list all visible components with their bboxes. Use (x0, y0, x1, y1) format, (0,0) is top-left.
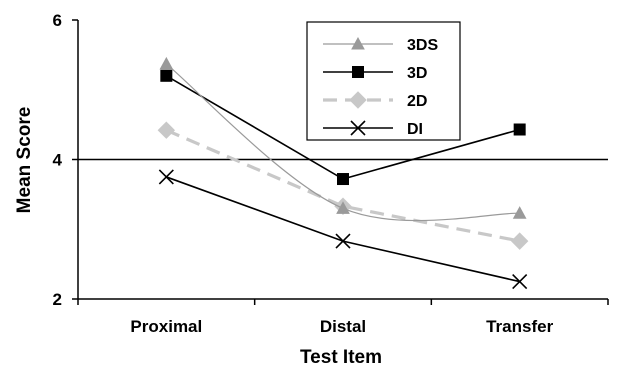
data-point-3ds (159, 56, 174, 70)
data-point-di (158, 169, 174, 185)
x-axis-title: Test Item (300, 347, 382, 368)
legend-item-3ds: 3DS (323, 36, 438, 54)
legend-marker-3ds (351, 36, 365, 50)
series-3d (160, 69, 526, 186)
series-di (158, 169, 528, 290)
y-tick-label: 2 (53, 290, 62, 309)
y-tick-label: 4 (53, 151, 63, 170)
data-point-3ds (336, 201, 350, 214)
legend-marker-2d (349, 91, 367, 109)
legend-label-3d: 3D (407, 65, 427, 82)
legend-item-2d: 2D (323, 91, 427, 110)
y-axis-title: Mean Score (14, 107, 35, 214)
legend-marker-3d (352, 66, 364, 78)
data-point-3d (160, 69, 173, 82)
series-3ds (159, 56, 527, 222)
series-lines (157, 56, 529, 290)
data-point-di (335, 233, 351, 249)
legend-label-di: DI (407, 121, 423, 138)
data-point-di (512, 273, 528, 290)
legend-box (306, 21, 461, 141)
legend-item-3d: 3D (323, 65, 427, 82)
data-point-2d (157, 121, 176, 139)
legend: 3DS 3D 2D DI (306, 21, 461, 141)
y-tick-label: 6 (53, 11, 62, 30)
data-point-3d (337, 173, 349, 186)
legend-label-3ds: 3DS (407, 37, 438, 54)
series-2d (157, 121, 529, 250)
series-line-2d (165, 128, 520, 243)
x-tick-label: Transfer (486, 317, 553, 336)
data-point-3d (513, 123, 526, 136)
legend-label-2d: 2D (407, 93, 427, 110)
legend-item-di: DI (323, 120, 423, 138)
data-point-3ds (512, 206, 527, 219)
x-tick-label: Proximal (130, 317, 202, 336)
data-point-2d (510, 232, 529, 250)
axes: 2 4 6 Proximal Distal Transfer (53, 11, 609, 336)
legend-marker-di (350, 120, 366, 136)
x-tick-label: Distal (320, 317, 366, 336)
